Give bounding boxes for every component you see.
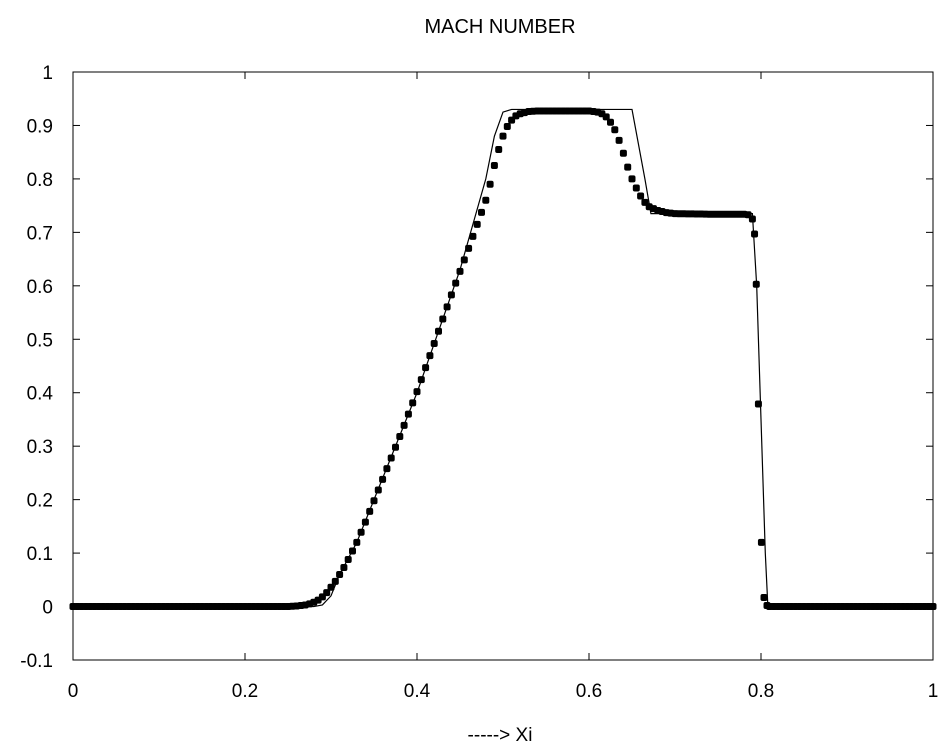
numerical-solution-point <box>748 215 756 223</box>
numerical-solution-point <box>379 475 387 483</box>
numerical-solution-point <box>473 220 481 228</box>
y-tick-label: 0.8 <box>27 170 53 191</box>
chart-title: MACH NUMBER <box>424 16 575 38</box>
numerical-solution-point <box>447 291 455 299</box>
numerical-solution-point <box>400 421 408 429</box>
numerical-solution-point <box>465 244 473 252</box>
numerical-solution-point <box>349 547 356 555</box>
y-tick-label: -0.1 <box>20 651 53 672</box>
exact-solution-line <box>73 108 933 608</box>
numerical-solution-point <box>624 163 632 171</box>
numerical-solution-point <box>503 123 511 131</box>
numerical-solution-point <box>628 175 636 183</box>
numerical-solution-point <box>387 454 395 462</box>
y-tick-label: 0.3 <box>27 437 53 458</box>
numerical-solution-point <box>751 230 759 238</box>
numerical-solution-point <box>754 400 762 408</box>
numerical-solution-point <box>456 267 464 275</box>
numerical-solution-point <box>499 132 507 140</box>
numerical-solution-point <box>486 180 494 188</box>
numerical-solution-point <box>495 146 503 154</box>
numerical-solution-point <box>482 196 490 204</box>
numerical-solution-point <box>452 279 460 287</box>
numerical-solution-point <box>422 364 430 372</box>
numerical-solution-point <box>370 497 378 505</box>
numerical-solution-point <box>344 556 352 564</box>
y-tick-label: 0.2 <box>27 491 53 512</box>
numerical-solution-point <box>331 577 339 585</box>
x-axis-label: -----> Xi <box>468 725 533 746</box>
numerical-solution-point <box>619 149 627 157</box>
numerical-solution-point <box>615 136 623 144</box>
x-tick-label: 0.2 <box>232 681 258 702</box>
y-tick-label: 1 <box>42 63 53 84</box>
x-tick-label: 0.4 <box>404 681 431 702</box>
numerical-solution-point <box>757 538 765 546</box>
axis-tick-labels: 0 0.2 0.4 0.6 0.8 1 -0.1 0 0.1 0.2 0.3 0.4 0.5 0.6 0.7… <box>20 63 938 702</box>
series-line-group <box>73 108 933 608</box>
series-marker-group <box>69 107 937 611</box>
x-tick-label: 0 <box>68 681 79 702</box>
numerical-solution-point <box>469 232 477 240</box>
plot-area-frame <box>72 71 934 661</box>
y-tick-label: 0.1 <box>27 544 53 565</box>
numerical-solution-point <box>490 162 498 170</box>
numerical-solution-point <box>426 352 434 360</box>
numerical-solution-point <box>361 518 369 526</box>
numerical-solution-point <box>478 208 485 216</box>
numerical-solution-point <box>323 589 331 597</box>
y-tick-label: 0.5 <box>27 330 53 351</box>
numerical-solution-point <box>417 376 425 384</box>
numerical-solution-point <box>443 303 451 311</box>
numerical-solution-point <box>439 315 447 323</box>
x-tick-label: 0.6 <box>576 681 602 702</box>
y-tick-label: 0.4 <box>27 384 54 405</box>
numerical-solution-point <box>611 126 619 134</box>
numerical-solution-point <box>607 118 614 126</box>
numerical-solution-point <box>435 327 442 335</box>
numerical-solution-point <box>602 113 610 121</box>
numerical-solution-point <box>327 583 335 591</box>
numerical-solution-point <box>396 433 404 441</box>
numerical-solution-point <box>404 410 412 418</box>
numerical-solution-point <box>752 280 760 288</box>
numerical-solution-point <box>336 570 344 578</box>
numerical-solution-point <box>392 443 399 451</box>
numerical-solution-point <box>383 465 391 473</box>
numerical-solution-point <box>637 192 645 200</box>
numerical-solution-point <box>632 184 640 192</box>
numerical-solution-point <box>760 593 768 601</box>
numerical-solution-point <box>357 528 365 536</box>
y-tick-label: 0.9 <box>27 116 53 137</box>
numerical-solution-point <box>460 256 468 264</box>
x-tick-label: 1 <box>928 681 939 702</box>
numerical-solution-point <box>366 507 374 515</box>
numerical-solution-point <box>413 388 421 396</box>
numerical-solution-point <box>353 538 361 546</box>
numerical-solution-point <box>409 399 417 407</box>
y-tick-label: 0.6 <box>27 277 53 298</box>
y-tick-label: 0.7 <box>27 223 53 244</box>
numerical-solution-point <box>374 486 382 494</box>
y-tick-label: 0 <box>42 598 53 619</box>
numerical-solution-point <box>430 340 438 348</box>
axis-ticks <box>72 71 934 661</box>
numerical-solution-point <box>340 564 348 572</box>
x-tick-label: 0.8 <box>748 681 774 702</box>
